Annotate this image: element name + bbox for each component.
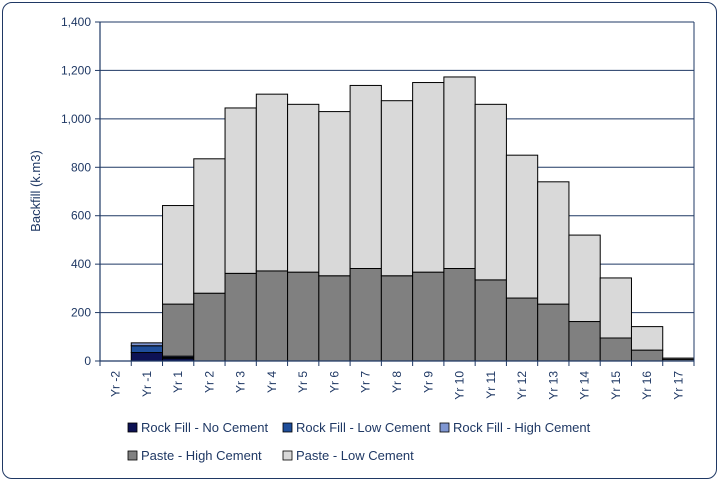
bar-paste-high-cement-yr-4 xyxy=(255,270,289,362)
y-axis-label: Backfill (k.m3) xyxy=(28,150,43,232)
bar-paste-high-cement-yr-13 xyxy=(537,303,570,362)
y-tick-label: 200 xyxy=(71,306,91,320)
x-tick-label: Yr 13 xyxy=(546,371,560,400)
x-tick-label: Yr 9 xyxy=(421,371,435,393)
bar-paste-high-cement-yr-9 xyxy=(412,271,445,362)
legend-label: Paste - High Cement xyxy=(141,448,262,463)
bar-paste-low-cement-yr-9 xyxy=(412,82,445,273)
bar-paste-low-cement-yr-4 xyxy=(255,93,289,272)
y-tick-label: 600 xyxy=(71,209,91,223)
legend-swatch xyxy=(282,422,293,433)
x-tick-label: Yr 1 xyxy=(171,371,185,393)
y-tick-label: 800 xyxy=(71,160,91,174)
x-tick-label: Yr -1 xyxy=(140,371,154,397)
bar-paste-low-cement-yr-1 xyxy=(162,205,195,305)
bar-paste-low-cement-yr-14 xyxy=(568,234,601,323)
bar-paste-high-cement-yr-8 xyxy=(380,275,414,362)
x-tick-label: Yr 8 xyxy=(390,371,404,393)
x-tick-label: Yr 11 xyxy=(484,371,498,399)
y-tick-label: 400 xyxy=(71,257,91,271)
bar-paste-high-cement-yr-5 xyxy=(287,271,320,362)
bar-rock-fill-high-cement-yr-1 xyxy=(130,342,164,347)
bar-paste-low-cement-yr-13 xyxy=(537,181,570,305)
bar-paste-high-cement-yr-11 xyxy=(474,279,507,362)
x-tick-label: Yr 5 xyxy=(296,371,310,393)
bar-paste-low-cement-yr-7 xyxy=(349,84,382,270)
bar-paste-high-cement-yr-2 xyxy=(193,292,226,362)
bar-rock-fill-no-cement-yr-1 xyxy=(130,352,164,362)
y-tick-labels: 0 200 400 600 800 1,000 1,200 1,400 xyxy=(61,15,91,368)
legend-swatch xyxy=(127,450,138,461)
bar-paste-low-cement-yr-2 xyxy=(193,158,226,294)
bar-paste-high-cement-yr-12 xyxy=(505,297,539,362)
chart-frame xyxy=(2,2,717,479)
bar-paste-high-cement-yr-16 xyxy=(630,349,664,362)
x-tick-label: Yr -2 xyxy=(109,371,123,397)
legend-label: Rock Fill - High Cement xyxy=(453,420,591,435)
bar-paste-low-cement-yr-8 xyxy=(380,100,414,277)
bar-paste-high-cement-yr-1 xyxy=(162,303,195,357)
x-tick-label: Yr 10 xyxy=(453,371,467,400)
bar-paste-high-cement-yr-3 xyxy=(224,272,257,362)
legend-swatch xyxy=(127,422,138,433)
x-tick-label: Yr 7 xyxy=(359,371,373,393)
bar-paste-high-cement-yr-14 xyxy=(568,321,601,362)
y-tick-label: 1,200 xyxy=(61,63,91,77)
legend-label: Paste - Low Cement xyxy=(296,448,414,463)
bar-rock-fill-low-cement-yr-1 xyxy=(130,345,164,354)
x-tick-labels: Yr -2 Yr -1 Yr 1 Yr 2 Yr 3 Yr 4 Yr 5 Yr 6 Yr 7 Yr… xyxy=(99,361,695,400)
x-tick-label: Yr 14 xyxy=(578,371,592,400)
bar-paste-low-cement-yr-17 xyxy=(662,357,695,360)
x-tick-label: Yr 2 xyxy=(202,371,216,393)
legend: Rock Fill - No Cement Rock Fill - Low Cem… xyxy=(127,420,591,463)
bar-paste-high-cement-yr-6 xyxy=(318,275,351,362)
y-tick-label: 0 xyxy=(84,354,91,368)
legend-swatch xyxy=(282,450,293,461)
bar-paste-high-cement-yr-15 xyxy=(599,337,632,362)
y-tick-label: 1,400 xyxy=(61,15,91,29)
x-tick-label: Yr 15 xyxy=(609,371,623,400)
x-tick-label: Yr 12 xyxy=(515,371,529,400)
bar-paste-low-cement-yr-3 xyxy=(224,107,257,274)
legend-label: Rock Fill - Low Cement xyxy=(296,420,431,435)
bar-paste-low-cement-yr-12 xyxy=(505,154,539,299)
bar-paste-low-cement-yr-5 xyxy=(287,103,320,273)
legend-swatch xyxy=(439,422,450,433)
bar-paste-low-cement-yr-6 xyxy=(318,111,351,277)
x-tick-label: Yr 16 xyxy=(640,371,654,400)
bar-paste-high-cement-yr-10 xyxy=(443,268,476,362)
bar-paste-low-cement-yr-15 xyxy=(599,277,632,339)
x-tick-label: Yr 17 xyxy=(671,371,685,400)
bar-paste-low-cement-yr-10 xyxy=(443,76,476,270)
axes xyxy=(99,22,695,362)
legend-label: Rock Fill - No Cement xyxy=(141,420,269,435)
bar-paste-low-cement-yr-11 xyxy=(474,103,507,281)
x-tick-label: Yr 6 xyxy=(327,371,341,393)
bars xyxy=(130,76,695,362)
x-tick-label: Yr 4 xyxy=(265,371,279,393)
x-tick-label: Yr 3 xyxy=(234,371,248,393)
bar-paste-low-cement-yr-16 xyxy=(630,326,664,351)
y-tick-label: 1,000 xyxy=(61,112,91,126)
bar-paste-high-cement-yr-7 xyxy=(349,268,382,362)
